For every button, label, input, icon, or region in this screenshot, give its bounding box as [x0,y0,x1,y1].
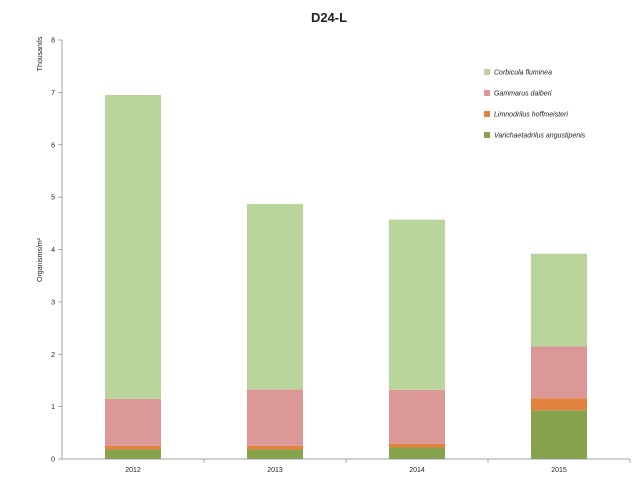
bar-2014-series-2 [389,389,445,444]
y-tick-label-1: 1 [51,404,55,411]
x-tick-label-2015: 2015 [551,467,567,474]
legend-label-1: Gammarus daiberi [494,91,552,98]
bar-2015-series-0 [531,410,587,459]
y-tick-label-8: 8 [51,38,55,45]
x-tick-label-2014: 2014 [409,467,425,474]
legend-swatch-0 [484,69,490,75]
x-tick-label-2012: 2012 [125,467,141,474]
bar-2014-series-1 [389,443,445,448]
y-tick-label-7: 7 [51,90,55,97]
bar-2013-series-1 [247,445,303,450]
chart-title: D24-L [311,10,347,25]
bar-2013-series-2 [247,389,303,446]
bar-2013-series-0 [247,449,303,459]
y-tick-label-5: 5 [51,195,55,202]
legend-label-2: Limnodrilus hoffmeisteri [494,112,568,119]
axes-group: 2012 2013 2014 2015 0 1 2 3 4 5 6 7 8 [51,38,631,474]
bar-2012-series-0 [105,449,161,459]
x-tick-label-2013: 2013 [267,467,283,474]
bar-2014-series-3 [389,219,445,390]
y-tick-label-3: 3 [51,299,55,306]
bar-2014-series-0 [389,447,445,459]
bar-2012-series-2 [105,398,161,446]
bar-2013-series-3 [247,203,303,390]
legend-swatch-2 [484,111,490,117]
bar-2015-series-2 [531,346,587,399]
bar-2015-series-3 [531,253,587,347]
legend-swatch-3 [484,132,490,138]
y-tick-label-4: 4 [51,247,55,254]
legend-swatch-1 [484,90,490,96]
bar-2012-series-3 [105,94,161,399]
y-unit-label: Thousands [37,36,44,71]
legend-label-3: Varichaetadrilus angustipenis [494,133,586,140]
bar-2012-series-1 [105,445,161,450]
y-tick-label-6: 6 [51,142,55,149]
legend-label-0: Corbicula fluminea [494,70,552,77]
bars-group [105,94,587,459]
bar-2015-series-1 [531,398,587,411]
legend: Corbicula fluminea Gammarus daiberi Limnod… [484,69,586,140]
y-axis-label: Organisms/m² [37,237,44,282]
y-tick-label-0: 0 [51,457,55,464]
y-tick-label-2: 2 [51,352,55,359]
